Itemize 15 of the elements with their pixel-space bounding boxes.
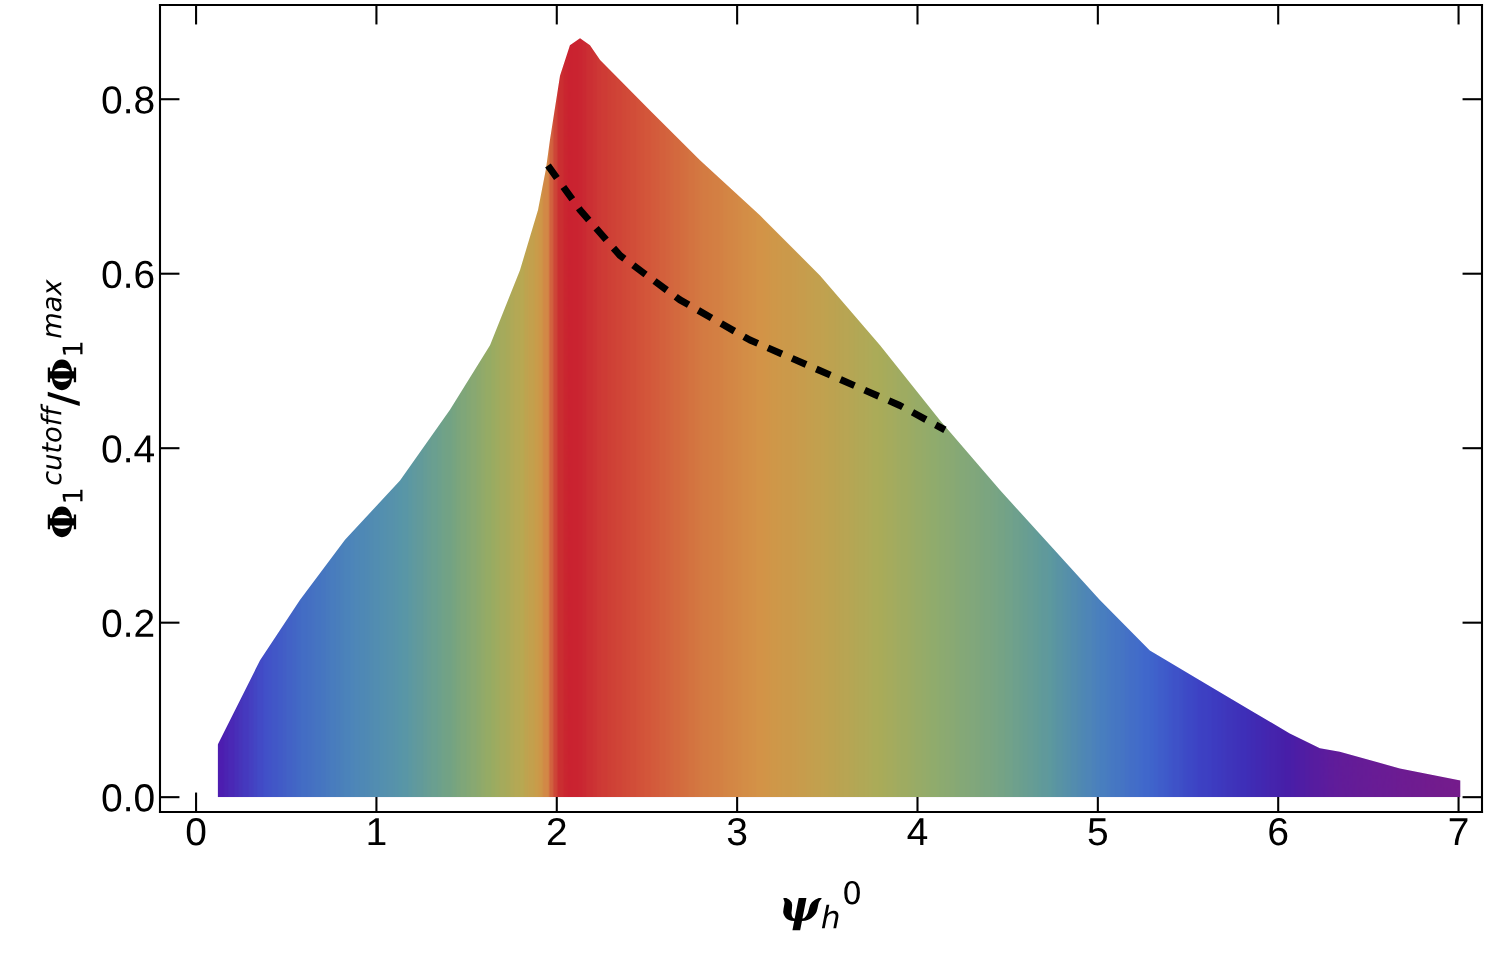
x-axis-title: ψ$_{h}$$^{0}$ [783,880,860,931]
y-tick-label: 0.6 [102,260,154,289]
x-tick-label: 6 [1269,817,1288,846]
x-tick-label: 3 [727,817,747,846]
x-tick-label: 7 [1449,818,1468,846]
y-tick-label: 0.4 [102,435,155,463]
x-tick-label: 5 [1088,818,1108,846]
x-tick-label: 0 [186,817,206,846]
x-tick-label: 1 [368,818,386,846]
y-tick-label: 0.8 [102,86,154,114]
y-tick-label: 0.2 [102,609,154,638]
y-tick-label: 0.0 [102,784,154,812]
y-axis-title: Φ$_{1}$$^{cutoff}$/Φ$_{1}$$^{max}$ [40,279,83,538]
x-tick-label: 4 [907,818,928,846]
x-tick-label: 2 [547,817,566,846]
